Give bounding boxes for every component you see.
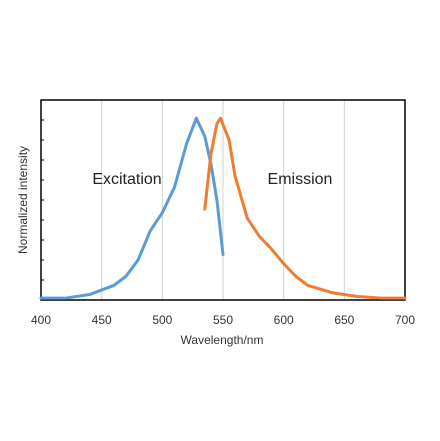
annotation: Excitation: [92, 171, 161, 188]
x-tick-label: 650: [334, 313, 354, 327]
annotation: Emission: [268, 171, 333, 188]
x-tick-label: 600: [274, 313, 294, 327]
x-tick-label: 500: [152, 313, 172, 327]
series-line: [203, 116, 407, 300]
y-axis-label: Normalized intensity: [16, 146, 30, 254]
series-line: [39, 116, 225, 300]
x-tick-label: 450: [92, 313, 112, 327]
x-tick-label: 400: [31, 313, 51, 327]
x-axis-label: Wavelength/nm: [181, 333, 264, 347]
x-tick-label: 550: [213, 313, 233, 327]
x-tick-label: 700: [395, 313, 415, 327]
